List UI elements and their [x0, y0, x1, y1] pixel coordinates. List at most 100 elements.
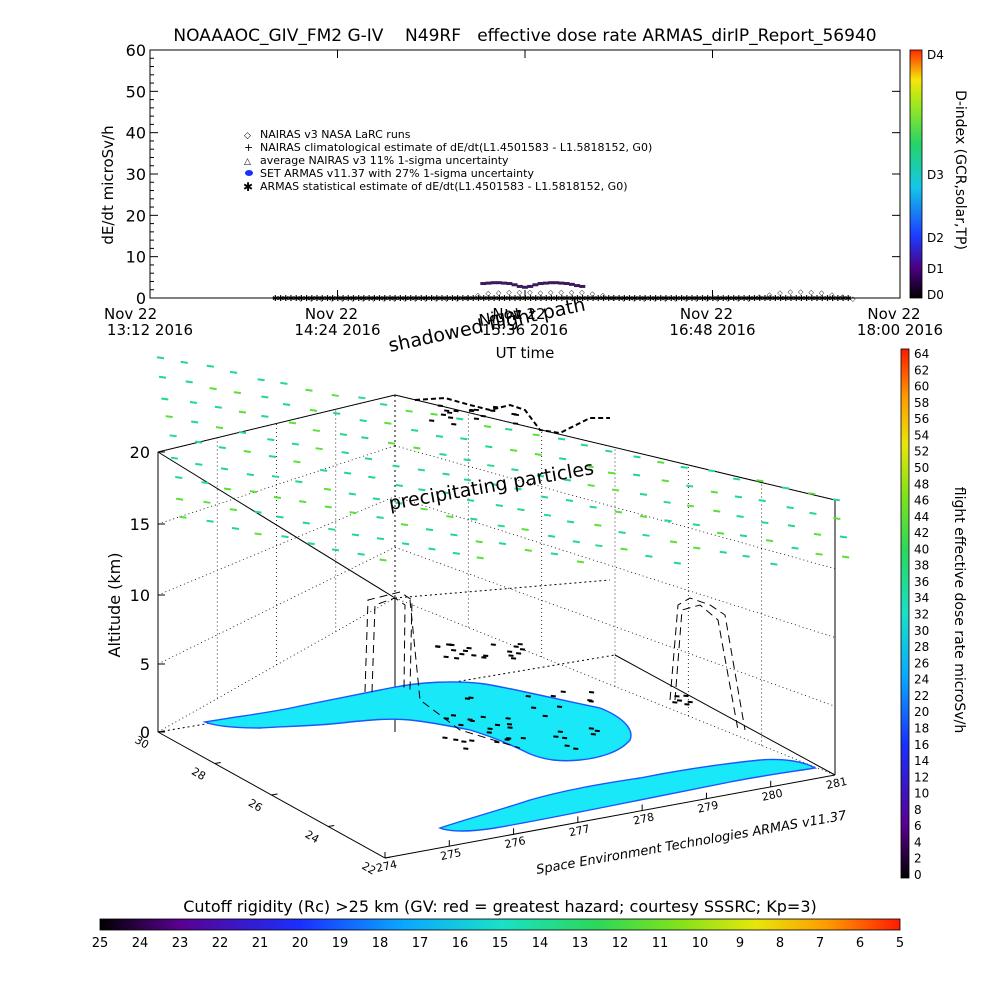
particle-mark: [442, 491, 451, 495]
armas-point: ✱: [683, 294, 690, 303]
nairas-point: ◇: [517, 288, 523, 296]
particle-mark: [491, 483, 499, 487]
dose-tick-label: 60: [914, 380, 929, 394]
particle-mark: [736, 515, 744, 519]
dose-point: [483, 654, 489, 658]
dose-point: [507, 726, 513, 729]
particle-mark: [563, 478, 572, 482]
dose-point: [594, 729, 600, 733]
cutoff-tick-label: 13: [572, 936, 589, 951]
particle-mark: [368, 475, 376, 479]
nairas-point: ◇: [756, 293, 762, 301]
armas-point: ✱: [803, 294, 810, 303]
dose-point: [560, 690, 566, 693]
armas-estimate-point: [558, 281, 565, 285]
nairas-point: ◇: [715, 295, 721, 303]
dindex-colorbar-label: D-index (GCR,solar,TP): [952, 90, 968, 250]
dose-point: [588, 727, 594, 730]
nairas-point: ◇: [475, 292, 481, 300]
dose-tick-label: 36: [914, 575, 929, 589]
armas-point: ✱: [611, 294, 618, 303]
particle-mark: [169, 434, 177, 438]
armas-point: ✱: [470, 294, 477, 303]
particle-mark: [351, 533, 360, 537]
armas-point: ✱: [418, 294, 425, 303]
armas-point: ✱: [491, 294, 498, 303]
armas-point: ✱: [819, 294, 826, 303]
cutoff-tick-label: 18: [372, 936, 389, 951]
particle-mark: [175, 475, 183, 479]
particle-mark: [497, 524, 505, 528]
top-y-tick-label: 40: [126, 124, 146, 143]
latitude-axis: 30 28 26 24 22: [133, 730, 392, 878]
lon-tick-label: 281: [825, 775, 848, 792]
particle-mark: [170, 456, 179, 460]
nairas-point: ◇: [631, 295, 637, 303]
particle-mark: [194, 440, 203, 444]
particle-mark: [524, 548, 532, 552]
dose-tick-label: 64: [914, 347, 929, 361]
armas-point: ✱: [548, 294, 555, 303]
armas-point: ✱: [298, 294, 305, 303]
dindex-tick-d4: D4: [927, 48, 944, 62]
armas-point: ✱: [600, 294, 607, 303]
particle-mark: [669, 540, 678, 544]
particle-mark: [632, 473, 641, 477]
z-axis-label: Altitude (km): [105, 553, 124, 658]
particle-mark: [686, 504, 695, 508]
armas-point: ✱: [845, 294, 852, 303]
armas-point: ✱: [407, 294, 414, 303]
particle-mark: [209, 387, 217, 391]
lon-tick-label: 276: [503, 834, 526, 851]
cutoff-tick-label: 25: [92, 936, 109, 951]
particle-mark: [532, 433, 540, 437]
armas-point: ✱: [314, 294, 321, 303]
nairas-point: ◇: [496, 289, 502, 297]
particle-mark: [663, 500, 671, 504]
nairas-point: ◇: [361, 295, 367, 303]
dose-tick-label: 8: [914, 803, 922, 817]
dose-point: [473, 408, 480, 412]
particle-mark: [639, 492, 648, 496]
nairas-point: ◇: [777, 289, 783, 297]
particle-mark: [223, 487, 232, 491]
dose-point: [573, 747, 579, 750]
top-y-tick-label: 30: [126, 165, 146, 184]
armas-dose-points: [429, 404, 693, 750]
dose-point: [588, 700, 594, 703]
particle-mark: [456, 417, 464, 421]
armas-point: ✱: [449, 294, 456, 303]
cutoff-tick-label: 6: [856, 936, 864, 951]
nairas-point: ◇: [736, 295, 742, 303]
armas-point: ✱: [553, 294, 560, 303]
particle-mark: [231, 526, 240, 530]
nairas-point: ◇: [725, 295, 731, 303]
dose-point: [440, 413, 447, 417]
chart-title: NOAAAOC_GIV_FM2 G-IV N49RF effective dos…: [173, 26, 876, 46]
nairas-point: ◇: [579, 288, 585, 296]
nairas-point: ◇: [538, 289, 544, 297]
lon-tick-label: 278: [632, 810, 655, 827]
armas-point: ✱: [543, 294, 550, 303]
armas-point: ✱: [340, 294, 347, 303]
grid-line: [157, 546, 396, 665]
nairas-point: ◇: [308, 295, 314, 303]
nairas-point: ◇: [746, 295, 752, 303]
3d-box: [157, 394, 836, 859]
particle-mark: [463, 478, 472, 482]
cutoff-tick-label: 20: [292, 936, 309, 951]
particle-mark: [742, 554, 750, 558]
armas-estimate-point: [516, 284, 523, 288]
armas-point: ✱: [829, 294, 836, 303]
dose-point: [444, 409, 450, 412]
particle-mark: [618, 530, 626, 534]
particle-mark: [281, 535, 289, 539]
particle-mark: [364, 457, 373, 461]
particle-mark: [842, 555, 850, 559]
particle-mark: [400, 523, 409, 527]
armas-point: ✱: [798, 294, 805, 303]
lat-tick-label: 26: [246, 796, 265, 814]
armas-point: ✱: [772, 294, 779, 303]
particle-mark: [815, 552, 823, 556]
particle-mark: [203, 500, 211, 504]
